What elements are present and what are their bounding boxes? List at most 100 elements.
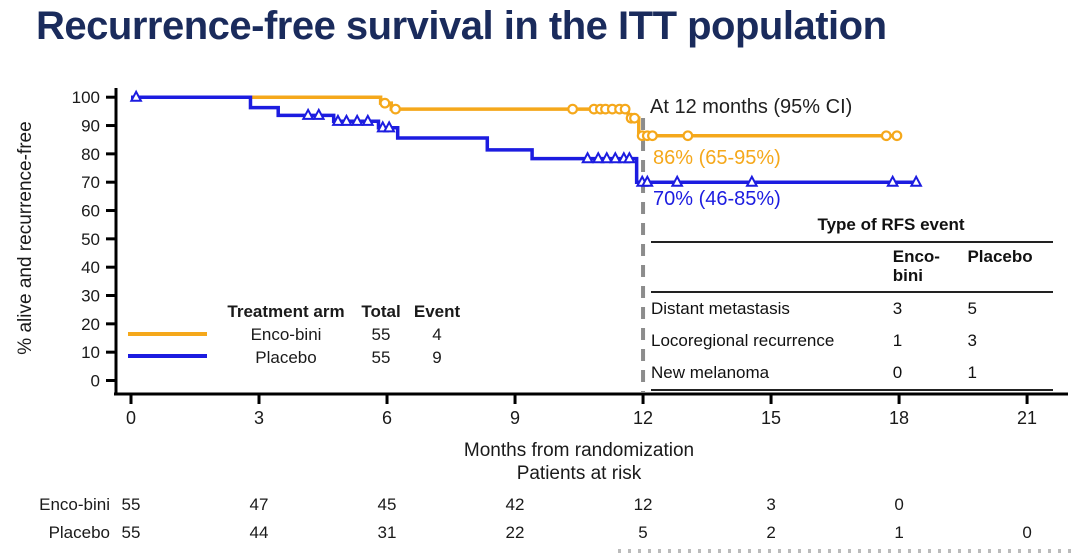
- y-tick-label: 30: [81, 287, 100, 306]
- rfs-event-table: Type of RFS event Enco-bini Placebo Dist…: [651, 213, 1053, 392]
- risk-count-placebo-m0: 55: [121, 523, 141, 542]
- rfs-row-value-placebo: 5: [967, 299, 977, 319]
- censor-circle-enco-bini: [682, 130, 694, 142]
- x-tick-label: 3: [254, 408, 264, 428]
- rfs-table-title: Type of RFS event: [817, 215, 965, 234]
- censor-triangle-placebo: [301, 107, 315, 120]
- y-tick-label: 40: [81, 258, 100, 277]
- annotation-encobini-estimate: 86% (65-95%): [653, 147, 781, 169]
- censor-circle-enco-bini: [379, 97, 391, 109]
- annotation-placebo-estimate: 70% (46-85%): [653, 188, 781, 210]
- x-tick-label: 12: [633, 408, 653, 428]
- x-tick-label: 0: [126, 408, 136, 428]
- rfs-header-spacer: [651, 242, 890, 292]
- x-tick-label: 9: [510, 408, 520, 428]
- legend-swatch-encobini: [128, 332, 207, 336]
- table-row: Distant metastasis 3 5: [651, 292, 1053, 325]
- x-tick-label: 15: [761, 408, 781, 428]
- patients-at-risk-head: Patients at risk: [516, 463, 642, 484]
- y-tick-label: 20: [81, 315, 100, 334]
- rfs-header-row: Enco-bini Placebo: [651, 242, 1053, 293]
- risk-count-enco-bini-m15: 3: [766, 495, 776, 514]
- risk-count-placebo-m15: 2: [766, 523, 776, 542]
- page-title: Recurrence-free survival in the ITT popu…: [36, 4, 887, 48]
- y-tick-label: 0: [91, 372, 100, 391]
- censor-triangle-placebo: [622, 151, 636, 164]
- x-axis-label: Months from randomization: [463, 440, 695, 461]
- censor-triangle-placebo: [600, 151, 614, 164]
- y-axis-label: % alive and recurrence-free: [15, 121, 36, 355]
- risk-count-enco-bini-m6: 45: [377, 495, 397, 514]
- risk-count-enco-bini-m12: 12: [633, 495, 653, 514]
- legend-header-event: Event: [413, 302, 461, 321]
- risk-count-placebo-m12: 5: [638, 523, 648, 542]
- censor-circle-enco-bini: [390, 103, 401, 115]
- censor-triangle-placebo: [312, 107, 326, 120]
- risk-row-label-placebo: Placebo: [48, 523, 110, 542]
- censor-circle-enco-bini: [880, 130, 892, 142]
- legend-event-encobini: 4: [432, 325, 442, 344]
- x-tick-label: 21: [1017, 408, 1037, 428]
- censor-triangle-placebo: [745, 174, 759, 187]
- legend-header-total: Total: [361, 302, 401, 321]
- rfs-row-value-encobini: 1: [892, 331, 903, 351]
- rfs-row-label: Locoregional recurrence: [651, 331, 835, 351]
- risk-count-placebo-m21: 0: [1022, 523, 1032, 542]
- risk-count-placebo-m3: 44: [249, 523, 269, 542]
- legend-header-arm: Treatment arm: [227, 302, 345, 321]
- table-row: New melanoma 0 1: [651, 357, 1053, 390]
- censor-triangle-placebo: [340, 113, 353, 126]
- rfs-header-encobini: Enco-bini: [892, 247, 940, 286]
- risk-row-label-encobini: Enco-bini: [39, 495, 110, 514]
- legend-swatch-placebo: [128, 354, 207, 358]
- censor-triangle-placebo: [129, 89, 143, 102]
- risk-count-placebo-m9: 22: [505, 523, 525, 542]
- legend-total-placebo: 55: [371, 348, 391, 367]
- table-row: Locoregional recurrence 1 3: [651, 325, 1053, 357]
- annotation-heading: At 12 months (95% CI): [650, 96, 853, 118]
- censor-triangle-placebo: [640, 174, 654, 187]
- risk-count-enco-bini-m18: 0: [894, 495, 904, 514]
- censor-circle-enco-bini: [647, 130, 658, 142]
- rfs-row-value-placebo: 3: [967, 331, 977, 351]
- censor-triangle-placebo: [581, 151, 595, 164]
- risk-count-enco-bini-m0: 55: [121, 495, 141, 514]
- y-tick-label: 10: [81, 343, 100, 362]
- rfs-row-label: New melanoma: [651, 363, 770, 383]
- x-tick-label: 6: [382, 408, 392, 428]
- censor-triangle-placebo: [909, 174, 923, 187]
- censor-triangle-placebo: [886, 174, 900, 187]
- censor-triangle-placebo: [670, 174, 684, 187]
- y-tick-label: 100: [72, 88, 100, 107]
- legend-arm-encobini: Enco-bini: [250, 325, 322, 344]
- censor-triangle-placebo: [331, 113, 345, 126]
- censor-triangle-placebo: [361, 113, 375, 126]
- y-tick-label: 90: [81, 117, 100, 136]
- censor-circle-enco-bini: [567, 103, 579, 115]
- censor-circle-enco-bini: [629, 112, 640, 124]
- censor-triangle-placebo: [608, 151, 622, 164]
- rfs-row-value-encobini: 3: [892, 299, 903, 319]
- y-tick-label: 60: [81, 202, 100, 221]
- risk-count-placebo-m18: 1: [894, 523, 904, 542]
- censor-triangle-placebo: [382, 120, 396, 133]
- censor-circle-enco-bini: [619, 103, 631, 115]
- risk-count-enco-bini-m9: 42: [505, 495, 525, 514]
- y-tick-label: 50: [81, 230, 100, 249]
- cropped-footnote-remnant: [618, 549, 1078, 553]
- legend-event-placebo: 9: [432, 348, 442, 367]
- risk-count-placebo-m6: 31: [377, 523, 397, 542]
- censor-triangle-placebo: [591, 151, 605, 164]
- legend-arm-placebo: Placebo: [255, 348, 317, 367]
- censor-triangle-placebo: [350, 113, 364, 126]
- y-tick-label: 80: [81, 145, 100, 164]
- censor-circle-enco-bini: [891, 130, 903, 142]
- rfs-header-placebo: Placebo: [967, 247, 1033, 266]
- risk-count-enco-bini-m3: 47: [249, 495, 269, 514]
- legend-total-encobini: 55: [371, 325, 391, 344]
- rfs-row-label: Distant metastasis: [651, 299, 790, 319]
- rfs-row-value-placebo: 1: [967, 363, 977, 383]
- x-tick-label: 18: [889, 408, 909, 428]
